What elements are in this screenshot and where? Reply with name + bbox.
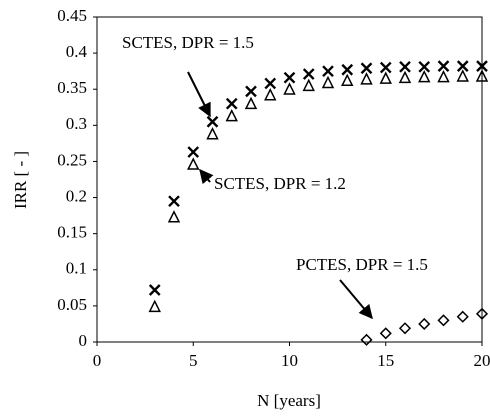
point <box>264 77 277 90</box>
point <box>475 69 489 82</box>
annotation-arrow <box>339 279 373 320</box>
point <box>379 327 392 340</box>
point <box>379 71 392 84</box>
x-axis-label: N [years] <box>257 391 321 410</box>
point <box>398 322 412 335</box>
point <box>148 284 161 296</box>
y-tick-label: 0.4 <box>66 42 88 61</box>
point <box>437 314 450 327</box>
point <box>206 127 219 140</box>
point <box>456 310 469 323</box>
point <box>148 299 161 313</box>
point <box>418 60 431 73</box>
point <box>302 78 315 92</box>
y-tick-label: 0.35 <box>57 78 87 97</box>
annotation: SCTES, DPR = 1.2 <box>214 174 346 193</box>
point <box>322 65 334 78</box>
y-tick-label: 0 <box>79 331 88 350</box>
point <box>167 210 181 223</box>
point <box>225 108 238 122</box>
point <box>476 60 488 72</box>
y-tick-label: 0.05 <box>57 295 87 314</box>
annotation: SCTES, DPR = 1.5 <box>122 33 254 52</box>
y-tick-label: 0.3 <box>66 114 87 133</box>
point <box>283 71 296 84</box>
x-tick-label: 10 <box>281 351 298 370</box>
point <box>206 115 219 128</box>
point <box>360 62 373 75</box>
point <box>341 63 354 76</box>
x-tick-label: 15 <box>377 351 394 370</box>
y-tick-label: 0.1 <box>66 259 87 278</box>
y-tick-label: 0.2 <box>66 186 87 205</box>
point <box>475 307 489 320</box>
point <box>302 68 315 80</box>
point <box>398 70 412 84</box>
point <box>168 195 180 208</box>
y-tick-label: 0.15 <box>57 223 87 242</box>
point <box>418 69 431 83</box>
point <box>341 73 354 87</box>
point <box>437 69 450 83</box>
point <box>437 60 450 72</box>
x-tick-label: 5 <box>189 351 198 370</box>
y-axis-label: IRR [ - ] <box>11 151 30 209</box>
point <box>379 61 392 74</box>
point <box>187 157 200 170</box>
annotation: PCTES, DPR = 1.5 <box>296 255 428 274</box>
y-tick-label: 0.45 <box>57 6 87 25</box>
point <box>244 96 258 110</box>
point <box>360 333 373 346</box>
point <box>456 69 469 82</box>
point <box>360 72 373 85</box>
point <box>245 85 257 98</box>
x-tick-label: 20 <box>474 351 490 370</box>
point <box>187 146 200 158</box>
point <box>283 82 296 95</box>
x-tick-label: 0 <box>93 351 102 370</box>
point <box>418 317 431 331</box>
point <box>456 60 469 72</box>
annotation-arrow <box>199 168 214 185</box>
point <box>321 75 335 89</box>
y-tick-label: 0.25 <box>57 150 87 169</box>
point <box>399 60 411 73</box>
point <box>225 97 238 110</box>
point <box>264 88 277 101</box>
annotation-arrow <box>187 71 211 118</box>
